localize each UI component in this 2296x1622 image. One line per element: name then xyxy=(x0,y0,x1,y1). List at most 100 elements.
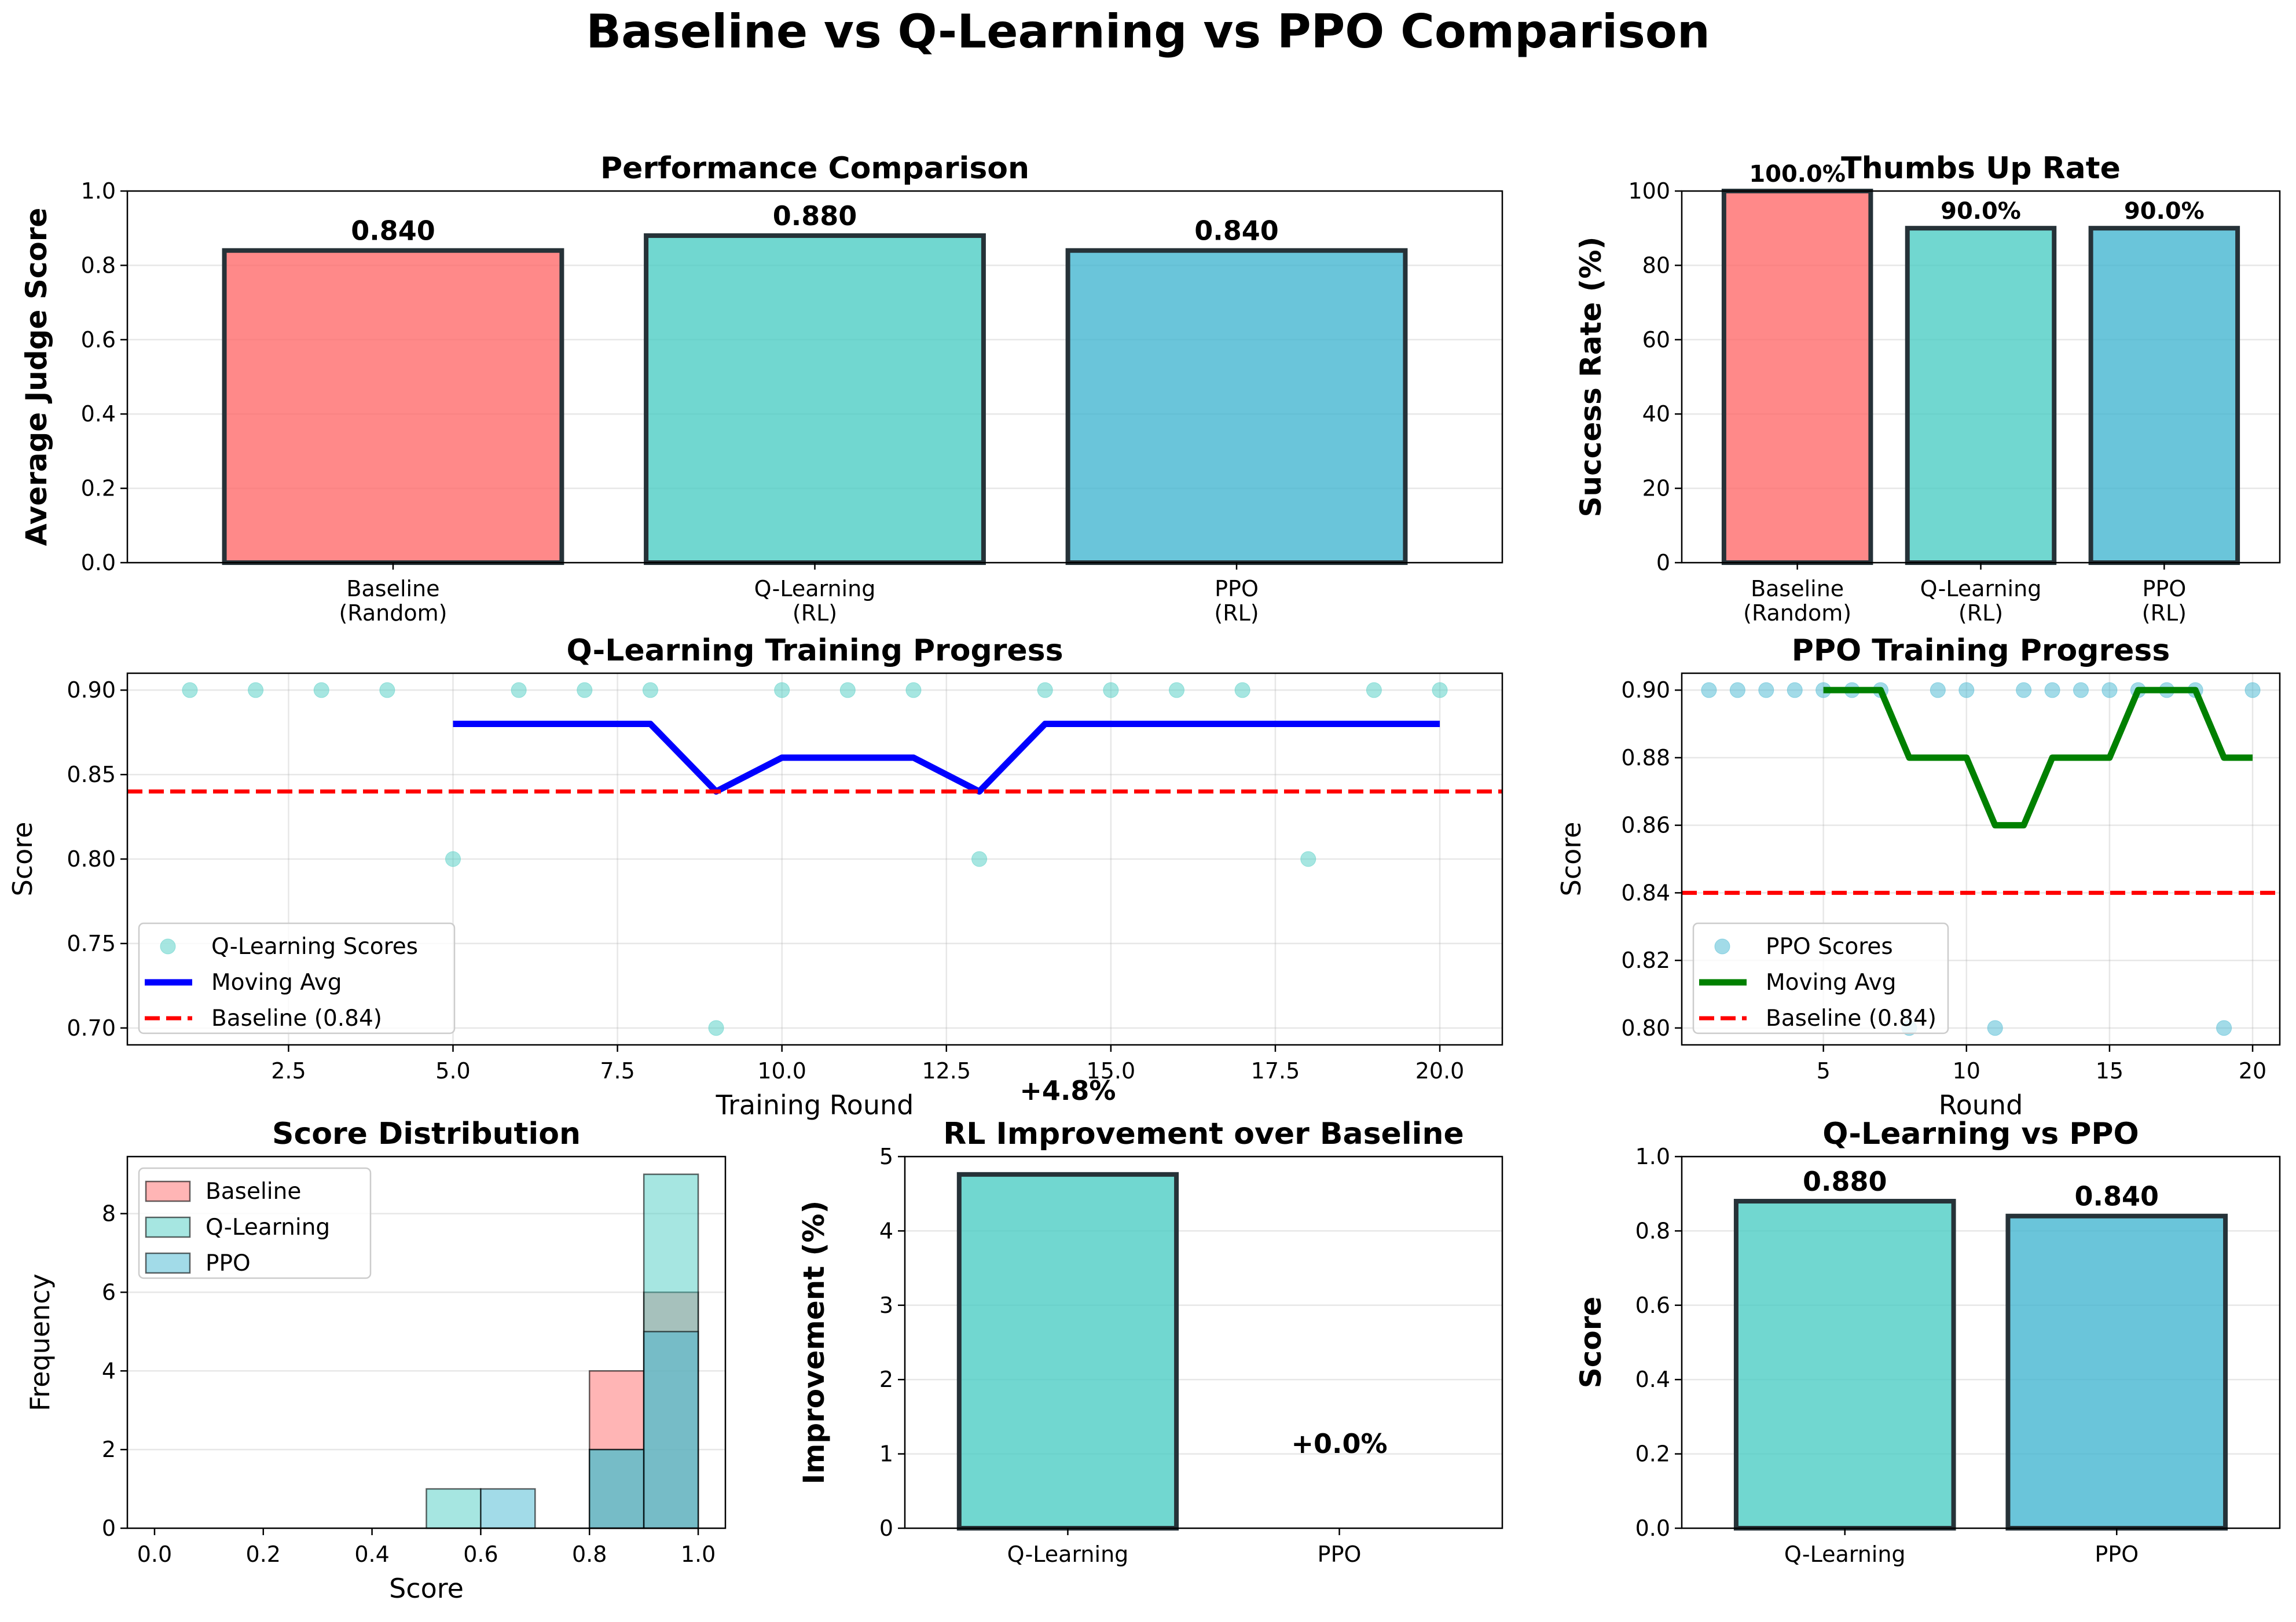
axes-frame xyxy=(904,1155,1503,1529)
y-tick-label: 0.8 xyxy=(81,252,116,278)
chart-title: Q-Learning Training Progress xyxy=(566,633,1063,668)
legend-label: Moving Avg xyxy=(1766,970,1897,996)
scatter-point xyxy=(1758,682,1774,698)
legend-marker xyxy=(160,938,176,955)
qvsppo-chart: 0.0 0.2 0.4 0.6 0.8 1.0 Score 0.880 Q-Learning 0.… xyxy=(1574,1117,2281,1567)
axes-frame xyxy=(1681,1155,2281,1529)
y-tick-label: 0.2 xyxy=(1635,1441,1670,1467)
y-tick-label: 0.6 xyxy=(1635,1293,1670,1318)
y-tick-label: 0.88 xyxy=(1621,745,1670,770)
scatter-point xyxy=(2044,682,2060,698)
x-tick-label: 10.0 xyxy=(757,1058,806,1084)
x-tick-label: 12.5 xyxy=(922,1058,971,1084)
figure-title: Baseline vs Q-Learning vs PPO Comparison xyxy=(586,5,1710,58)
x-axis-label: Training Round xyxy=(716,1089,914,1121)
bar xyxy=(2005,1213,2228,1531)
y-tick-label: 0.0 xyxy=(1635,1515,1670,1541)
legend-box xyxy=(138,922,456,1034)
scatter-point xyxy=(1169,682,1184,698)
x-tick-label: 7.5 xyxy=(600,1058,634,1084)
y-tick-label: 0.86 xyxy=(1621,813,1670,838)
x-tick-label: Baseline xyxy=(1751,576,1844,601)
y-axis-label: Frequency xyxy=(24,1274,56,1411)
x-tick-label: (RL) xyxy=(793,600,837,626)
bar-value-label: 0.880 xyxy=(773,200,857,232)
x-tick-label: 20.0 xyxy=(1415,1058,1465,1084)
scatter-point xyxy=(839,682,856,698)
x-tick-label: 5.0 xyxy=(435,1058,470,1084)
scatter-point xyxy=(1787,682,1803,698)
x-axis-label: Score xyxy=(389,1573,464,1604)
legend-marker xyxy=(145,1180,191,1202)
bar xyxy=(1721,189,1873,565)
histogram-bar xyxy=(480,1488,536,1529)
legend-box xyxy=(138,1167,372,1279)
x-tick-label: 15 xyxy=(2096,1058,2123,1084)
bar-value-label: 0.880 xyxy=(1803,1166,1887,1197)
bar xyxy=(1905,226,2057,565)
scatter-point xyxy=(1037,682,1053,698)
moving-average-line xyxy=(1823,687,2253,829)
scatter-point xyxy=(2216,1020,2232,1036)
legend: Baseline Q-Learning PPO xyxy=(138,1167,372,1279)
scatter-point xyxy=(511,682,527,698)
y-tick-label: 2 xyxy=(879,1367,893,1392)
plot-area xyxy=(1682,682,2280,1036)
y-tick-label: 0.85 xyxy=(67,762,116,787)
scatter-point xyxy=(1432,682,1448,698)
axes-frame xyxy=(1681,190,2281,564)
histogram-bar xyxy=(643,1331,699,1529)
y-tick-label: 4 xyxy=(102,1358,116,1384)
x-tick-label: 20 xyxy=(2239,1058,2266,1084)
x-tick-label: 2.5 xyxy=(271,1058,306,1084)
scatter-point xyxy=(577,682,593,698)
scatter-point xyxy=(1701,682,1717,698)
x-tick-label: (RL) xyxy=(1214,600,1259,626)
scatter-point xyxy=(313,682,329,698)
scatter-point xyxy=(1103,682,1119,698)
y-tick-label: 0.4 xyxy=(81,401,116,427)
moving-average-line xyxy=(453,721,1440,795)
y-tick-label: 3 xyxy=(879,1293,893,1318)
scatter-point xyxy=(248,682,264,698)
legend-label: Baseline xyxy=(206,1179,301,1205)
y-tick-label: 0.80 xyxy=(67,846,116,872)
legend-label: PPO Scores xyxy=(1766,934,1893,960)
y-axis-label: Score xyxy=(1556,822,1587,897)
qprogress-chart: 2.5 5.0 7.5 10.0 12.5 15.0 17.5 20.0 0.70 0.75 0.8… xyxy=(7,633,1503,1121)
legend-label: Moving Avg xyxy=(211,970,342,996)
x-tick-label: PPO xyxy=(2095,1542,2139,1567)
legend-marker xyxy=(145,1216,191,1238)
x-tick-label: 0.8 xyxy=(572,1542,607,1567)
axes-frame xyxy=(126,672,1503,1046)
chart-title: Thumbs Up Rate xyxy=(1841,151,2121,186)
scatter-point xyxy=(182,682,198,698)
x-tick-label: (Random) xyxy=(1743,600,1851,626)
x-tick-label: 0.6 xyxy=(463,1542,498,1567)
x-tick-label: Q-Learning xyxy=(1920,576,2042,601)
scatter-point xyxy=(971,851,988,867)
thumbs-chart: 0 20 40 60 80 100 Success Rate (%) 100.0% Baseli… xyxy=(1574,151,2281,626)
scatter-point xyxy=(2016,682,2032,698)
scatter-point xyxy=(2073,682,2089,698)
scatter-point xyxy=(379,682,395,698)
x-tick-label: 0.0 xyxy=(137,1542,172,1567)
x-tick-label: Q-Learning xyxy=(1784,1542,1906,1567)
y-tick-label: 1.0 xyxy=(81,178,116,204)
y-tick-label: 0 xyxy=(1656,550,1670,575)
y-tick-label: 20 xyxy=(1642,476,1670,501)
bar-value-label: +0.0% xyxy=(1291,1428,1387,1459)
legend-marker xyxy=(1714,938,1730,955)
scatter-point xyxy=(445,851,461,867)
y-tick-label: 5 xyxy=(879,1144,893,1169)
legend-marker xyxy=(145,1252,191,1274)
bar xyxy=(2088,226,2240,565)
bar xyxy=(222,248,564,566)
axes-frame xyxy=(1681,672,2281,1046)
plot-area xyxy=(127,682,1502,1036)
x-tick-label: (RL) xyxy=(2142,600,2187,626)
y-axis-label: Average Judge Score xyxy=(20,208,53,546)
x-tick-label: PPO xyxy=(1215,576,1259,601)
scatter-point xyxy=(642,682,658,698)
